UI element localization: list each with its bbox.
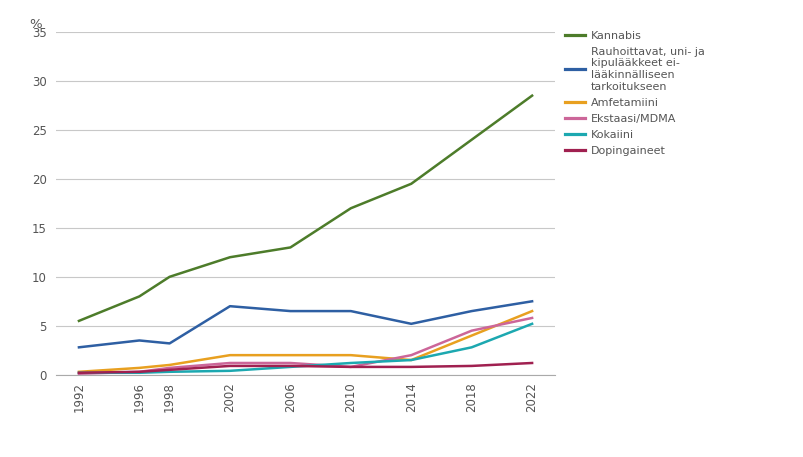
Amfetamiini bbox=[165, 362, 174, 368]
Amfetamiini bbox=[74, 369, 84, 375]
Kokaiini bbox=[134, 370, 144, 376]
Kokaiini bbox=[165, 369, 174, 375]
Line: Dopingaineet: Dopingaineet bbox=[79, 363, 532, 373]
Dopingaineet bbox=[165, 367, 174, 372]
Amfetamiini bbox=[134, 365, 144, 371]
Kannabis bbox=[74, 318, 84, 324]
Dopingaineet bbox=[527, 360, 536, 366]
Kannabis bbox=[345, 206, 355, 211]
Line: Ekstaasi/MDMA: Ekstaasi/MDMA bbox=[79, 318, 532, 374]
Rauhoittavat, uni- ja
kipulääkkeet ei-
lääkinnälliseen
tarkoitukseen bbox=[134, 338, 144, 343]
Amfetamiini bbox=[527, 308, 536, 314]
Amfetamiini bbox=[345, 352, 355, 358]
Dopingaineet bbox=[285, 363, 295, 369]
Ekstaasi/MDMA bbox=[467, 328, 476, 334]
Kokaiini bbox=[527, 321, 536, 327]
Kannabis bbox=[406, 181, 416, 186]
Ekstaasi/MDMA bbox=[165, 365, 174, 371]
Ekstaasi/MDMA bbox=[225, 360, 234, 366]
Ekstaasi/MDMA bbox=[74, 371, 84, 377]
Line: Kokaiini: Kokaiini bbox=[79, 324, 532, 373]
Kokaiini bbox=[406, 357, 416, 363]
Kannabis bbox=[527, 93, 536, 98]
Dopingaineet bbox=[467, 363, 476, 369]
Kokaiini bbox=[285, 364, 295, 370]
Amfetamiini bbox=[285, 352, 295, 358]
Ekstaasi/MDMA bbox=[285, 360, 295, 366]
Kokaiini bbox=[74, 370, 84, 376]
Kannabis bbox=[467, 137, 476, 143]
Dopingaineet bbox=[74, 370, 84, 376]
Rauhoittavat, uni- ja
kipulääkkeet ei-
lääkinnälliseen
tarkoitukseen bbox=[406, 321, 416, 327]
Ekstaasi/MDMA bbox=[345, 364, 355, 370]
Legend: Kannabis, Rauhoittavat, uni- ja
kipulääkkeet ei-
lääkinnälliseen
tarkoitukseen, : Kannabis, Rauhoittavat, uni- ja kipulääk… bbox=[565, 31, 704, 156]
Ekstaasi/MDMA bbox=[134, 369, 144, 375]
Ekstaasi/MDMA bbox=[527, 315, 536, 321]
Amfetamiini bbox=[406, 357, 416, 363]
Dopingaineet bbox=[225, 363, 234, 369]
Rauhoittavat, uni- ja
kipulääkkeet ei-
lääkinnälliseen
tarkoitukseen bbox=[165, 340, 174, 346]
Text: %: % bbox=[29, 18, 42, 31]
Amfetamiini bbox=[467, 333, 476, 338]
Rauhoittavat, uni- ja
kipulääkkeet ei-
lääkinnälliseen
tarkoitukseen bbox=[345, 308, 355, 314]
Kannabis bbox=[165, 274, 174, 280]
Kannabis bbox=[134, 294, 144, 299]
Line: Kannabis: Kannabis bbox=[79, 96, 532, 321]
Kannabis bbox=[225, 255, 234, 260]
Ekstaasi/MDMA bbox=[406, 352, 416, 358]
Line: Rauhoittavat, uni- ja
kipulääkkeet ei-
lääkinnälliseen
tarkoitukseen: Rauhoittavat, uni- ja kipulääkkeet ei- l… bbox=[79, 301, 532, 347]
Kokaiini bbox=[467, 345, 476, 350]
Kannabis bbox=[285, 244, 295, 250]
Rauhoittavat, uni- ja
kipulääkkeet ei-
lääkinnälliseen
tarkoitukseen bbox=[285, 308, 295, 314]
Kokaiini bbox=[225, 368, 234, 373]
Dopingaineet bbox=[406, 364, 416, 370]
Amfetamiini bbox=[225, 352, 234, 358]
Rauhoittavat, uni- ja
kipulääkkeet ei-
lääkinnälliseen
tarkoitukseen bbox=[225, 303, 234, 309]
Rauhoittavat, uni- ja
kipulääkkeet ei-
lääkinnälliseen
tarkoitukseen bbox=[527, 298, 536, 304]
Rauhoittavat, uni- ja
kipulääkkeet ei-
lääkinnälliseen
tarkoitukseen bbox=[74, 345, 84, 350]
Kokaiini bbox=[345, 360, 355, 366]
Dopingaineet bbox=[345, 364, 355, 370]
Rauhoittavat, uni- ja
kipulääkkeet ei-
lääkinnälliseen
tarkoitukseen bbox=[467, 308, 476, 314]
Dopingaineet bbox=[134, 369, 144, 375]
Line: Amfetamiini: Amfetamiini bbox=[79, 311, 532, 372]
